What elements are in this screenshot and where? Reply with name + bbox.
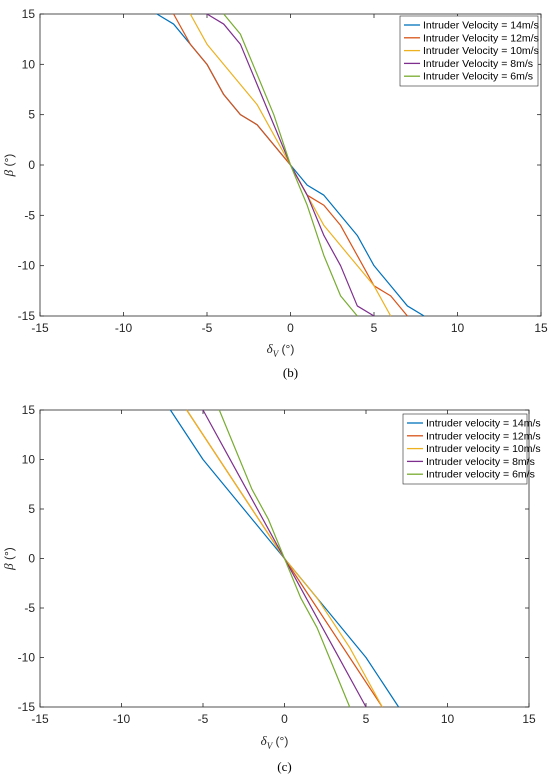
chart1-ytick-label-3: 0 <box>28 158 35 172</box>
chart2-x-axis-symbol: δ <box>261 733 268 748</box>
chart2-ytick-label-2: -5 <box>24 601 35 615</box>
chart2-x-axis-unit: (°) <box>272 734 288 748</box>
chart1-xtick-label-5: 10 <box>451 321 465 335</box>
chart2-ytick-label-3: 0 <box>28 552 35 566</box>
chart2-y-axis-label: β (°) <box>1 547 16 571</box>
chart1-legend-box <box>399 15 539 87</box>
chart1-xtick-label-6: 15 <box>534 321 548 335</box>
chart2-xtick-label-3: 0 <box>281 712 288 726</box>
chart2-y-axis-unit: (°) <box>2 547 16 563</box>
chart2-legend-box <box>402 413 528 485</box>
chart2-y-axis-symbol: β <box>1 563 16 571</box>
chart1-xtick-label-2: -5 <box>202 321 213 335</box>
chart2-xtick-label-2: -5 <box>198 712 209 726</box>
chart1-y-axis-symbol: β <box>1 169 16 177</box>
chart2-panel-label: (c) <box>277 759 291 774</box>
chart2-ytick-label-5: 10 <box>22 453 36 467</box>
chart1-ytick-label-1: -10 <box>18 259 36 273</box>
chart1-xtick-label-0: -15 <box>31 321 49 335</box>
chart1-ytick-label-6: 15 <box>22 7 36 21</box>
chart1-legend-entry-2: Intruder Velocity = 10m/s <box>423 45 539 57</box>
chart2-xtick-label-4: 5 <box>363 712 370 726</box>
chart2-legend-entry-4: Intruder velocity = 6m/s <box>426 469 535 481</box>
chart1-series-4 <box>223 13 358 317</box>
chart1-ytick-label-4: 5 <box>28 108 35 122</box>
chart1-legend-entry-1: Intruder Velocity = 12m/s <box>423 32 539 44</box>
chart1-legend-entry-3: Intruder Velocity = 8m/s <box>423 58 533 70</box>
chart1-panel-label: (b) <box>283 365 298 380</box>
chart1-xtick-label-3: 0 <box>287 321 294 335</box>
chart1-x-axis-unit: (°) <box>278 342 294 356</box>
chart2-x-axis-subscript: V <box>267 741 274 751</box>
chart1-legend-entry-0: Intruder Velocity = 14m/s <box>423 20 539 32</box>
chart2-xtick-label-5: 10 <box>441 712 455 726</box>
chart1-xtick-label-4: 5 <box>371 321 378 335</box>
chart2-xtick-label-1: -10 <box>113 712 131 726</box>
chart2-ytick-label-6: 15 <box>22 403 36 417</box>
chart2-ytick-label-4: 5 <box>28 502 35 516</box>
chart1-xtick-label-1: -10 <box>115 321 133 335</box>
chart1-x-axis-label: δV (°) <box>267 341 295 359</box>
chart2-ytick-label-1: -10 <box>18 651 36 665</box>
chart2-legend-entry-2: Intruder velocity = 10m/s <box>426 443 541 455</box>
chart1-y-axis-unit: (°) <box>2 154 16 170</box>
chart2-legend-entry-1: Intruder velocity = 12m/s <box>426 430 541 442</box>
chart2-series-4 <box>218 409 351 708</box>
chart2-legend-entry-3: Intruder velocity = 8m/s <box>426 456 535 468</box>
chart1-legend-entry-4: Intruder Velocity = 6m/s <box>423 71 533 83</box>
chart2-xtick-label-0: -15 <box>31 712 49 726</box>
chart1-ytick-label-0: -15 <box>18 309 36 323</box>
chart2-x-axis-label: δV (°) <box>261 733 289 751</box>
chart1-x-axis-symbol: δ <box>267 341 274 356</box>
chart1-x-axis-subscript: V <box>273 349 280 359</box>
chart2-legend-entry-0: Intruder velocity = 14m/s <box>426 418 541 430</box>
chart1-ytick-label-2: -5 <box>24 208 35 222</box>
chart2-xtick-label-6: 15 <box>522 712 536 726</box>
chart1-y-axis-label: β (°) <box>1 154 16 178</box>
chart2-ytick-label-0: -15 <box>18 700 36 714</box>
chart1-ytick-label-5: 10 <box>22 57 36 71</box>
